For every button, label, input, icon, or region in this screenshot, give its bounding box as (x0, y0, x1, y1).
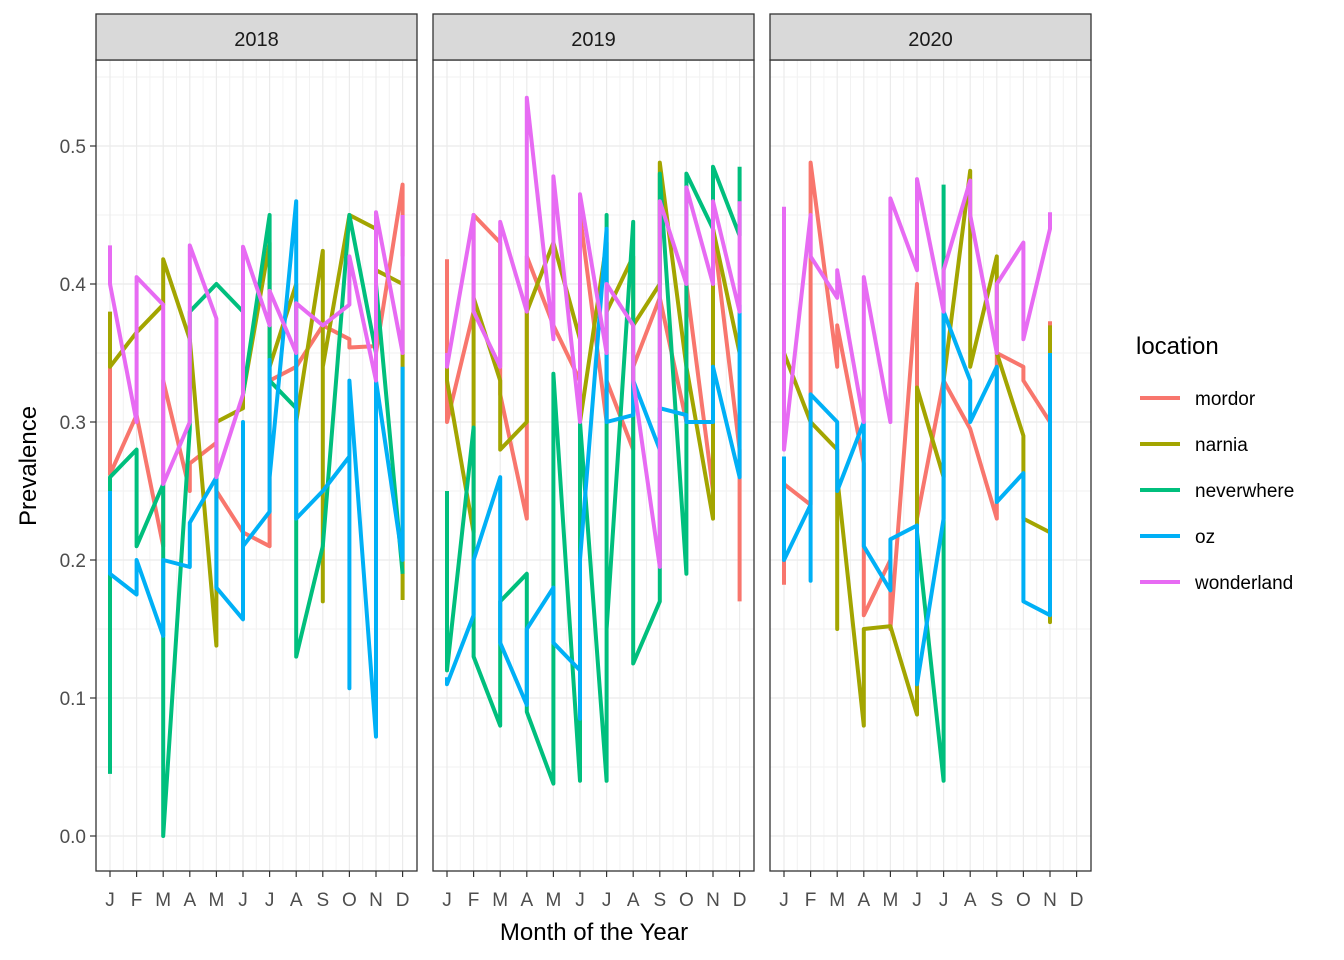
y-tick-label: 0.1 (60, 689, 86, 710)
x-tick-label: J (602, 890, 612, 911)
legend-title: location (1136, 333, 1219, 360)
x-tick-label: J (575, 890, 585, 911)
x-tick-label: J (238, 890, 248, 911)
y-tick-label: 0.0 (60, 827, 86, 848)
series-line-wonderland-2018 (108, 210, 405, 487)
legend-item-neverwhere: neverwhere (1140, 481, 1294, 502)
strip-label-2020: 2020 (908, 29, 953, 51)
legend-label-neverwhere: neverwhere (1195, 481, 1294, 502)
x-tick-label: N (706, 890, 720, 911)
legend-item-narnia: narnia (1140, 435, 1248, 456)
x-tick-label: O (1016, 890, 1031, 911)
series-line-mordor-2020 (782, 160, 1052, 631)
series-line-wonderland-2019 (445, 95, 742, 569)
strip-label-2019: 2019 (571, 29, 616, 51)
x-tick-label: J (912, 890, 922, 911)
series-line-oz-2019 (445, 226, 742, 721)
x-tick-label: F (805, 890, 817, 911)
x-tick-label: D (396, 890, 410, 911)
x-tick-label: J (442, 890, 452, 911)
x-tick-label: N (1043, 890, 1057, 911)
series-line-wonderland-2020 (782, 177, 1052, 452)
x-tick-label: M (545, 890, 561, 911)
x-tick-label: M (492, 890, 508, 911)
strip-background (432, 13, 755, 61)
legend-label-narnia: narnia (1195, 435, 1248, 456)
y-tick-label: 0.4 (60, 275, 87, 296)
x-tick-label: F (131, 890, 143, 911)
x-tick-label: A (290, 890, 303, 911)
x-tick-label: N (369, 890, 383, 911)
x-tick-label: D (1070, 890, 1084, 911)
y-tick-label: 0.2 (60, 551, 86, 572)
x-tick-label: J (779, 890, 789, 911)
x-tick-label: M (829, 890, 845, 911)
series-line-mordor-2019 (445, 213, 742, 602)
x-tick-label: M (882, 890, 898, 911)
legend-item-wonderland: wonderland (1140, 573, 1293, 594)
legend-item-oz: oz (1140, 527, 1215, 548)
y-axis-title: Prevalence (15, 406, 42, 526)
legend-label-wonderland: wonderland (1194, 573, 1293, 594)
y-tick-label: 0.5 (60, 137, 86, 158)
x-tick-label: A (627, 890, 640, 911)
x-tick-label: F (468, 890, 480, 911)
x-tick-label: S (316, 890, 329, 911)
x-tick-label: O (342, 890, 357, 911)
y-axis: 0.0 0.1 0.2 0.3 0.4 0.5 (60, 137, 96, 848)
series-line-oz-2020 (782, 309, 1052, 687)
x-axis-title: Month of the Year (500, 919, 688, 946)
y-tick-label: 0.3 (60, 413, 86, 434)
x-tick-label: J (105, 890, 115, 911)
legend-item-mordor: mordor (1140, 389, 1256, 410)
x-tick-label: J (939, 890, 949, 911)
x-tick-label: M (208, 890, 224, 911)
x-tick-label: A (183, 890, 196, 911)
legend-label-oz: oz (1195, 527, 1215, 548)
x-tick-label: A (964, 890, 977, 911)
x-tick-label: M (155, 890, 171, 911)
strip-label-2018: 2018 (234, 29, 279, 51)
x-tick-label: D (733, 890, 747, 911)
series-line-neverwhere-2019 (445, 164, 742, 786)
x-tick-label: S (653, 890, 666, 911)
x-tick-label: J (265, 890, 275, 911)
legend: location mordor narnia neverwhere oz wonderl… (1136, 333, 1294, 594)
x-tick-label: O (679, 890, 694, 911)
strip-background (95, 13, 418, 61)
series-line-oz-2018 (108, 199, 405, 739)
legend-label-mordor: mordor (1195, 389, 1256, 410)
strip-background (769, 13, 1092, 61)
x-tick-label: A (520, 890, 533, 911)
x-tick-label: S (990, 890, 1003, 911)
x-tick-label: A (857, 890, 870, 911)
